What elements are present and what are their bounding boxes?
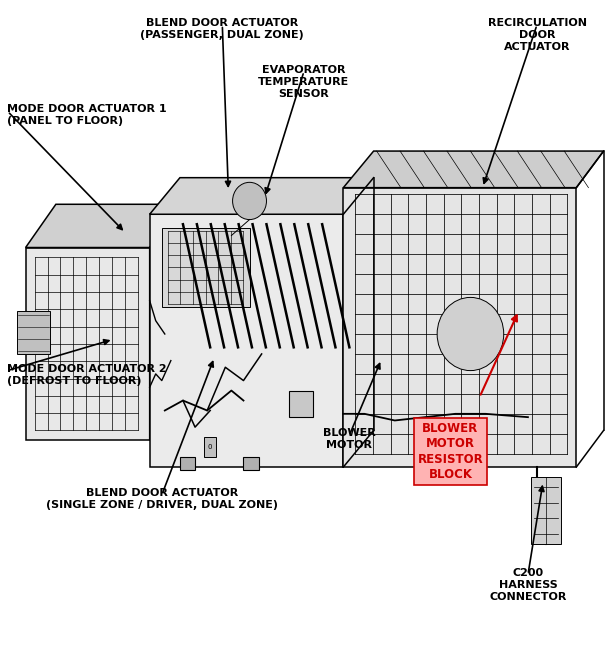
Polygon shape [150,178,373,214]
Polygon shape [344,188,576,467]
Circle shape [437,297,503,371]
Polygon shape [26,204,180,248]
Polygon shape [180,457,195,470]
Polygon shape [150,204,180,440]
Polygon shape [344,151,604,188]
Text: MODE DOOR ACTUATOR 2
(DEFROST TO FLOOR): MODE DOOR ACTUATOR 2 (DEFROST TO FLOOR) [7,364,167,386]
Polygon shape [243,457,258,470]
Circle shape [233,182,266,220]
Text: EVAPORATOR
TEMPERATURE
SENSOR: EVAPORATOR TEMPERATURE SENSOR [258,65,350,99]
Text: RECIRCULATION
DOOR
ACTUATOR: RECIRCULATION DOOR ACTUATOR [488,18,587,52]
FancyBboxPatch shape [16,311,50,354]
Text: BLOWER
MOTOR: BLOWER MOTOR [323,428,376,450]
Polygon shape [150,214,344,467]
Polygon shape [531,477,561,544]
Polygon shape [289,391,313,417]
Polygon shape [26,248,150,440]
Text: BLEND DOOR ACTUATOR
(PASSENGER, DUAL ZONE): BLEND DOOR ACTUATOR (PASSENGER, DUAL ZON… [140,18,304,40]
Text: MODE DOOR ACTUATOR 1
(PANEL TO FLOOR): MODE DOOR ACTUATOR 1 (PANEL TO FLOOR) [7,104,167,126]
Text: C200
HARNESS
CONNECTOR: C200 HARNESS CONNECTOR [489,568,567,602]
Text: 0: 0 [208,444,212,450]
Polygon shape [204,437,216,457]
Text: BLEND DOOR ACTUATOR
(SINGLE ZONE / DRIVER, DUAL ZONE): BLEND DOOR ACTUATOR (SINGLE ZONE / DRIVE… [46,488,278,510]
Polygon shape [162,228,249,307]
Text: BLOWER
MOTOR
RESISTOR
BLOCK: BLOWER MOTOR RESISTOR BLOCK [418,422,483,482]
